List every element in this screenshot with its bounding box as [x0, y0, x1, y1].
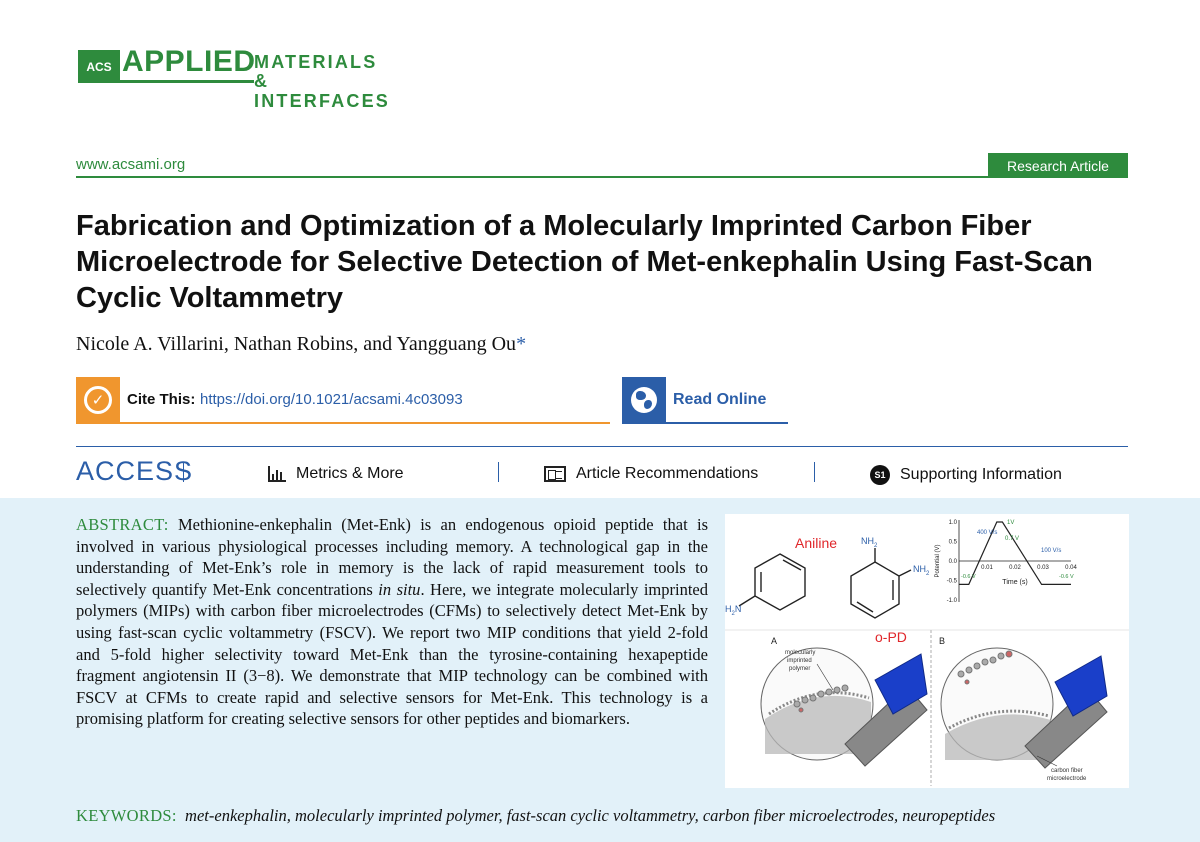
waveform-chart: 1.0 0.5 0.0 -0.5 -1.0 0.01 0.02 0.03 0.04 Poten… [935, 520, 1077, 604]
waveform-ytick-label: -1.0 [947, 598, 958, 604]
panel-b-label: B [939, 636, 945, 646]
waveform-ytick-label: 0.0 [949, 559, 958, 565]
waveform-annotation-peak: 1V [1007, 520, 1014, 526]
svg-text:molecularly: molecularly [785, 650, 815, 656]
article-type-badge: Research Article [988, 153, 1128, 178]
bar-chart-icon [268, 466, 286, 482]
waveform-ytick-label: 1.0 [949, 520, 958, 526]
svg-text:carbon fiber: carbon fiber [1051, 768, 1083, 774]
access-divider [76, 446, 1128, 447]
svg-text:imprinted: imprinted [787, 658, 812, 664]
keywords: KEYWORDS: met-enkephalin, molecularly im… [76, 806, 995, 826]
read-online-underline [622, 422, 788, 424]
header-divider [76, 176, 1128, 178]
acs-logo: ACS [78, 50, 120, 80]
journal-name-applied: APPLIED [122, 45, 256, 78]
nh2-label-top: NH2 [861, 536, 878, 549]
waveform-xtick-label: 0.02 [1009, 565, 1021, 571]
journal-website-link[interactable]: www.acsami.org [76, 156, 186, 173]
keywords-lead: KEYWORDS: [76, 806, 177, 825]
waveform-annotation-start: -0.6 V [961, 574, 976, 580]
abstract-lead: ABSTRACT: [76, 515, 169, 534]
toc-graphic[interactable]: Aniline H2N NH2 NH2 o-PD 1.0 0.5 0.0 -0.5 -1… [725, 514, 1129, 788]
access-separator [183, 462, 184, 482]
waveform-ytick-label: 0.5 [949, 540, 958, 546]
supporting-information-link[interactable]: S1 Supporting Information [870, 465, 1062, 485]
waveform-annotation-scan-rate: 400 V/s [977, 530, 997, 536]
article-icon [544, 466, 566, 482]
cite-label: Cite This: [127, 391, 196, 408]
svg-text:microelectrode: microelectrode [1047, 776, 1087, 782]
abstract-text: ABSTRACT: Methionine-enkephalin (Met-Enk… [76, 515, 709, 729]
aniline-structure [738, 553, 806, 611]
journal-logo[interactable]: ACS APPLIED MATERIALS & INTERFACES [78, 44, 408, 111]
journal-name-interfaces: & INTERFACES [254, 71, 391, 111]
article-title: Fabrication and Optimization of a Molecu… [76, 210, 1093, 314]
svg-text:polymer: polymer [789, 666, 810, 672]
nh2-label-side: NH2 [913, 564, 930, 577]
waveform-xtick-label: 0.04 [1065, 565, 1077, 571]
h2n-label: H2N [725, 604, 741, 617]
article-recommendations-link[interactable]: Article Recommendations [544, 465, 758, 483]
opd-label: o-PD [875, 629, 907, 645]
waveform-annotation-end: -0.6 V [1059, 574, 1074, 580]
doi-link[interactable]: https://doi.org/10.1021/acsami.4c03093 [200, 391, 463, 408]
check-icon[interactable]: ✓ [76, 377, 120, 423]
si-icon: S1 [870, 465, 890, 485]
metrics-more-link[interactable]: Metrics & More [268, 465, 404, 483]
authors-text: Nicole A. Villarini, Nathan Robins, and … [76, 333, 517, 355]
waveform-xtick-label: 0.03 [1037, 565, 1049, 571]
access-label: ACCESS [76, 456, 194, 486]
journal-name-materials: MATERIALS [254, 52, 378, 72]
article-recommendations-label: Article Recommendations [576, 465, 759, 482]
aniline-label: Aniline [795, 535, 837, 551]
waveform-xlabel: Time (s) [1002, 579, 1027, 586]
access-separator [814, 462, 815, 482]
keywords-list: met-enkephalin, molecularly imprinted po… [185, 806, 996, 825]
waveform-annotation-hold: 0.7 V [1005, 536, 1019, 542]
access-separator [498, 462, 499, 482]
corresponding-author-mark[interactable]: * [516, 333, 527, 355]
cite-underline [76, 422, 610, 424]
waveform-annotation-return-rate: 100 V/s [1041, 548, 1061, 554]
logo-underline [78, 80, 254, 83]
author-list: Nicole A. Villarini, Nathan Robins, and … [76, 333, 526, 356]
panel-a-illustration: molecularly imprinted polymer [760, 647, 928, 767]
o-phenylenediamine-structure [850, 548, 912, 619]
panel-a-label: A [771, 636, 777, 646]
supporting-information-label: Supporting Information [900, 466, 1062, 483]
read-online-link[interactable]: Read Online [673, 391, 767, 408]
waveform-ylabel: Potential (V) [935, 544, 941, 577]
waveform-line [959, 521, 1071, 586]
waveform-xtick-label: 0.01 [981, 565, 993, 571]
globe-icon[interactable] [622, 377, 666, 423]
metrics-more-label: Metrics & More [296, 465, 404, 482]
panel-b-illustration: carbon fiber microelectrode [940, 647, 1108, 782]
waveform-ytick-label: -0.5 [947, 579, 958, 585]
